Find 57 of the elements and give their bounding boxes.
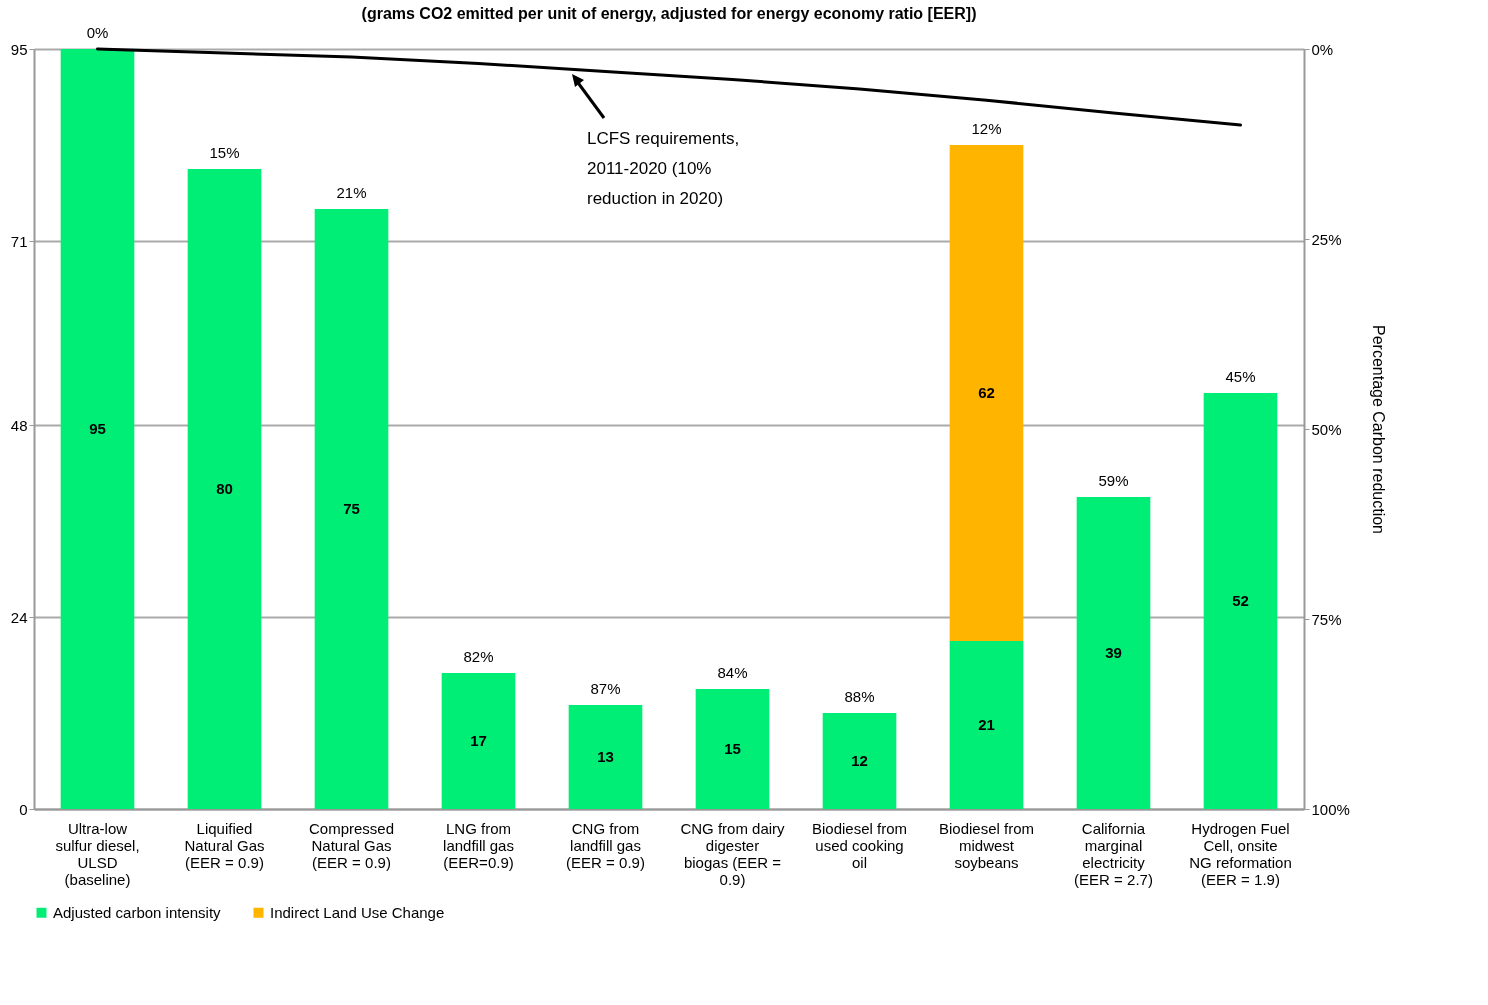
data-label: 39 <box>1105 644 1122 661</box>
bar <box>822 713 897 809</box>
data-label: 52 <box>1232 592 1249 609</box>
annotation: LCFS requirements, 2011-2020 (10% reduction in 2020) <box>587 129 740 208</box>
bar <box>695 689 770 809</box>
y-tick-label: 71 <box>10 232 28 250</box>
x-tick-label: Liquified Natural Gas (EER = 0.9) <box>184 819 265 871</box>
annotation: 45% <box>1225 368 1256 385</box>
data-label: 13 <box>597 748 614 765</box>
data-label: 75 <box>343 500 360 517</box>
legend-label: Indirect Land Use Change <box>270 903 445 921</box>
bar <box>314 209 389 809</box>
data-label: 15 <box>724 740 741 757</box>
x-tick-label: Hydrogen Fuel Cell, onsite NG reformation (EER = 1.9) <box>1189 819 1292 888</box>
bar <box>441 673 516 809</box>
y2-tick-label: 0% <box>1311 40 1334 58</box>
data-label: 12 <box>851 752 868 769</box>
x-tick-label: LNG from landfill gas (EER=0.9) <box>443 819 514 871</box>
data-label: 62 <box>978 384 995 401</box>
bar <box>1203 393 1278 809</box>
bar <box>187 169 262 809</box>
bar <box>60 49 135 809</box>
x-tick-label: CNG from landfill gas (EER = 0.9) <box>566 819 645 871</box>
bar <box>568 705 643 809</box>
chart-title: (grams CO2 emitted per unit of energy, adjusted for energy economy ratio [EER]) <box>361 5 977 22</box>
y2-tick-label: 50% <box>1311 420 1342 438</box>
x-tick-label: Biodiesel from used cooking oil <box>811 819 908 871</box>
bar <box>949 641 1024 809</box>
annotation: 0% <box>86 24 109 41</box>
annotation: 59% <box>1098 472 1129 489</box>
data-label: 80 <box>216 480 233 497</box>
data-label: 95 <box>89 420 106 437</box>
x-tick-label: Biodiesel from midwest soybeans <box>938 819 1035 871</box>
legend-label: Adjusted carbon intensity <box>53 903 222 921</box>
bar <box>1076 497 1151 809</box>
data-label: 21 <box>978 716 995 733</box>
x-tick-label: CNG from dairy digester biogas (EER = 0.9) <box>680 819 786 888</box>
y2-tick-label: 25% <box>1311 230 1342 248</box>
y2-axis-title: Percentage Carbon reduction <box>1369 324 1387 535</box>
y-tick-label: 0 <box>19 800 28 818</box>
x-tick-label: California marginal electricity (EER = 2.7) <box>1074 819 1153 888</box>
annotation: 12% <box>971 120 1002 137</box>
y2-tick-label: 75% <box>1311 610 1342 628</box>
annotation: 84% <box>717 664 748 681</box>
annotation: 87% <box>590 680 621 697</box>
data-label: 17 <box>470 732 487 749</box>
annotation: 88% <box>844 688 875 705</box>
annotation: 21% <box>336 184 367 201</box>
y-tick-label: 95 <box>10 40 28 58</box>
y2-tick-label: 100% <box>1311 800 1350 818</box>
x-tick-label: Ultra-low sulfur diesel, ULSD (baseline) <box>55 819 140 888</box>
annotation: 82% <box>463 648 494 665</box>
x-tick-label: Compressed Natural Gas (EER = 0.9) <box>308 819 395 871</box>
bar <box>949 145 1024 641</box>
annotation: 15% <box>209 144 240 161</box>
y-tick-label: 24 <box>10 608 28 626</box>
y-tick-label: 48 <box>10 416 28 434</box>
